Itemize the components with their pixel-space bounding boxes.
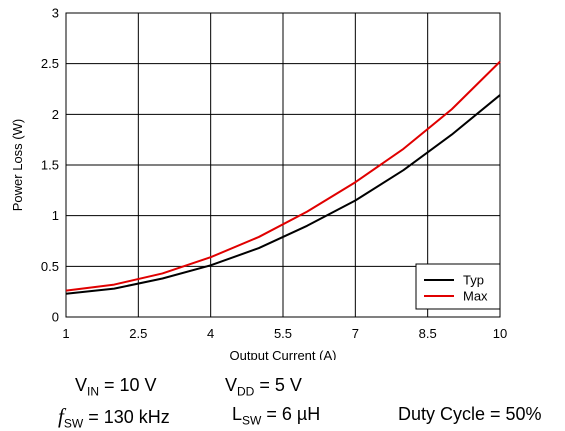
legend-label-typ: Typ <box>463 273 484 288</box>
plot-frame <box>65 12 501 318</box>
vin-condition: VIN = 10 V <box>75 375 157 399</box>
y-tick-label: 2 <box>52 107 59 122</box>
x-tick-label: 8.5 <box>419 326 437 341</box>
y-tick-label: 3 <box>52 6 59 21</box>
x-tick-label: 7 <box>352 326 359 341</box>
fsw-condition: fSW = 130 kHz <box>58 404 170 431</box>
x-tick-label: 1 <box>62 326 69 341</box>
x-tick-label: 2.5 <box>129 326 147 341</box>
power-loss-chart: 1 2.5 4 5.5 7 8.5 10 0 0.5 1 1.5 2 2.5 3 Output Curr… <box>10 6 507 361</box>
y-tick-label: 1.5 <box>41 158 59 173</box>
duty-cycle-condition: Duty Cycle = 50% <box>398 404 542 424</box>
x-tick-label: 4 <box>207 326 214 341</box>
y-tick-label: 0.5 <box>41 259 59 274</box>
series-group <box>65 60 501 295</box>
x-tick-label: 5.5 <box>274 326 292 341</box>
y-tick-label: 0 <box>52 310 59 325</box>
y-tick-labels: 0 0.5 1 1.5 2 2.5 3 <box>41 6 59 325</box>
legend-box <box>415 263 501 310</box>
series-line-typ <box>65 94 501 295</box>
series-line-max <box>65 60 501 292</box>
vdd-condition: VDD = 5 V <box>225 375 302 399</box>
y-tick-label: 1 <box>52 208 59 223</box>
y-tick-label: 2.5 <box>41 56 59 71</box>
lsw-condition: LSW = 6 µH <box>232 404 321 428</box>
grid-lines <box>66 13 500 317</box>
legend-label-max: Max <box>463 289 488 304</box>
x-axis-label: Output Current (A) <box>230 348 337 360</box>
x-tick-label: 10 <box>493 326 507 341</box>
y-axis-label: Power Loss (W) <box>10 119 25 211</box>
x-tick-labels: 1 2.5 4 5.5 7 8.5 10 <box>62 326 507 341</box>
